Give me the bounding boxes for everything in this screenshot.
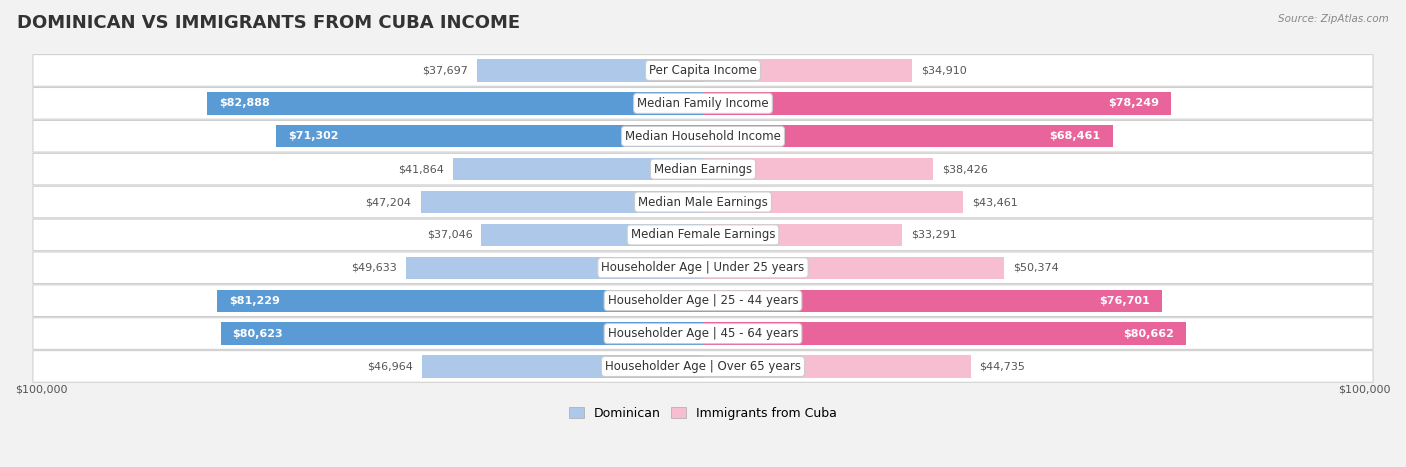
Text: $81,229: $81,229	[229, 296, 280, 306]
Bar	[703, 322, 1185, 345]
Bar	[406, 256, 703, 279]
FancyBboxPatch shape	[32, 318, 1374, 349]
Bar	[217, 290, 703, 312]
Text: $33,291: $33,291	[911, 230, 957, 240]
Text: $46,964: $46,964	[367, 361, 413, 371]
Bar	[703, 290, 1161, 312]
Text: $78,249: $78,249	[1108, 99, 1159, 108]
Text: Householder Age | Over 65 years: Householder Age | Over 65 years	[605, 360, 801, 373]
Text: Source: ZipAtlas.com: Source: ZipAtlas.com	[1278, 14, 1389, 24]
Text: $47,204: $47,204	[366, 197, 412, 207]
Bar	[703, 256, 1004, 279]
Text: $76,701: $76,701	[1099, 296, 1150, 306]
Bar	[703, 191, 963, 213]
Text: Median Male Earnings: Median Male Earnings	[638, 196, 768, 208]
Text: $80,623: $80,623	[232, 329, 283, 339]
Legend: Dominican, Immigrants from Cuba: Dominican, Immigrants from Cuba	[564, 402, 842, 425]
Text: $41,864: $41,864	[398, 164, 443, 174]
FancyBboxPatch shape	[32, 120, 1374, 152]
Text: Median Household Income: Median Household Income	[626, 130, 780, 143]
FancyBboxPatch shape	[32, 252, 1374, 283]
Text: $49,633: $49,633	[352, 263, 396, 273]
Text: $50,374: $50,374	[1014, 263, 1059, 273]
Text: $100,000: $100,000	[1339, 384, 1391, 395]
Text: $37,697: $37,697	[423, 65, 468, 76]
Bar	[481, 224, 703, 246]
Bar	[207, 92, 703, 114]
Bar	[478, 59, 703, 82]
Bar	[703, 125, 1112, 148]
FancyBboxPatch shape	[32, 55, 1374, 86]
Text: $71,302: $71,302	[288, 131, 339, 141]
Text: $34,910: $34,910	[921, 65, 966, 76]
Text: $44,735: $44,735	[980, 361, 1025, 371]
Text: Median Female Earnings: Median Female Earnings	[631, 228, 775, 241]
Bar	[703, 59, 912, 82]
FancyBboxPatch shape	[32, 285, 1374, 317]
Text: Householder Age | 25 - 44 years: Householder Age | 25 - 44 years	[607, 294, 799, 307]
Bar	[703, 92, 1171, 114]
Text: $82,888: $82,888	[219, 99, 270, 108]
Text: DOMINICAN VS IMMIGRANTS FROM CUBA INCOME: DOMINICAN VS IMMIGRANTS FROM CUBA INCOME	[17, 14, 520, 32]
Bar	[422, 355, 703, 378]
Text: $37,046: $37,046	[426, 230, 472, 240]
Bar	[221, 322, 703, 345]
Bar	[703, 224, 903, 246]
FancyBboxPatch shape	[32, 153, 1374, 185]
FancyBboxPatch shape	[32, 351, 1374, 382]
Bar	[420, 191, 703, 213]
Text: Median Earnings: Median Earnings	[654, 163, 752, 176]
Bar	[277, 125, 703, 148]
FancyBboxPatch shape	[32, 219, 1374, 251]
FancyBboxPatch shape	[32, 87, 1374, 119]
FancyBboxPatch shape	[32, 186, 1374, 218]
Text: $80,662: $80,662	[1123, 329, 1174, 339]
Text: Householder Age | Under 25 years: Householder Age | Under 25 years	[602, 262, 804, 274]
Bar	[703, 158, 934, 180]
Bar	[453, 158, 703, 180]
Text: $100,000: $100,000	[15, 384, 67, 395]
Bar	[703, 355, 970, 378]
Text: Per Capita Income: Per Capita Income	[650, 64, 756, 77]
Text: $68,461: $68,461	[1049, 131, 1101, 141]
Text: Median Family Income: Median Family Income	[637, 97, 769, 110]
Text: $38,426: $38,426	[942, 164, 988, 174]
Text: Householder Age | 45 - 64 years: Householder Age | 45 - 64 years	[607, 327, 799, 340]
Text: $43,461: $43,461	[972, 197, 1018, 207]
